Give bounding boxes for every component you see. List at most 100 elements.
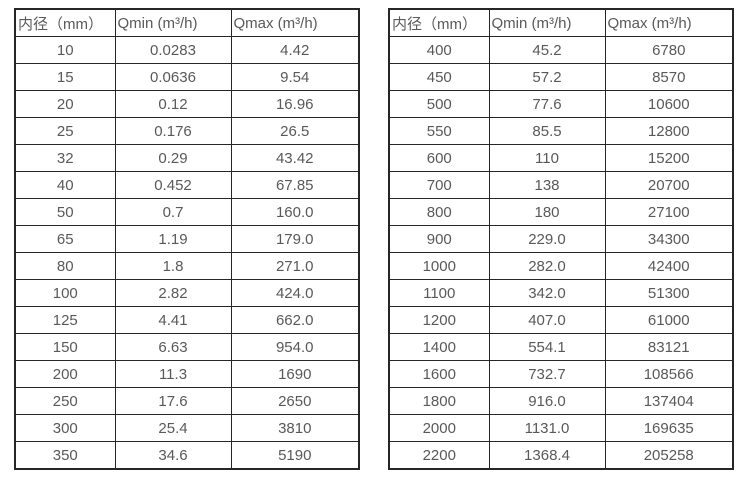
cell-diameter: 1400 [388, 333, 490, 361]
cell-diameter: 1100 [388, 279, 490, 307]
cell-qmax: 3810 [230, 414, 360, 442]
cell-diameter: 1800 [388, 387, 490, 415]
cell-qmax: 15200 [604, 144, 734, 172]
cell-qmax: 424.0 [230, 279, 360, 307]
cell-diameter: 25 [14, 117, 116, 145]
cell-qmin: 554.1 [488, 333, 606, 361]
table-row: 800 180 27100 [388, 198, 734, 226]
header-row: 内径（mm） Qmin (m³/h) Qmax (m³/h) [14, 8, 360, 37]
table-row: 2000 1131.0 169635 [388, 414, 734, 442]
cell-diameter: 125 [14, 306, 116, 334]
table-row: 150 6.63 954.0 [14, 333, 360, 361]
cell-qmin: 11.3 [114, 360, 232, 388]
table-row: 15 0.0636 9.54 [14, 63, 360, 91]
table-row: 80 1.8 271.0 [14, 252, 360, 280]
table-body: 400 45.2 6780 450 57.2 8570 500 77.6 10600 550 85.… [388, 36, 734, 470]
cell-qmax: 83121 [604, 333, 734, 361]
cell-qmax: 179.0 [230, 225, 360, 253]
cell-diameter: 200 [14, 360, 116, 388]
cell-qmin: 1368.4 [488, 441, 606, 470]
table-row: 1100 342.0 51300 [388, 279, 734, 307]
cell-qmin: 2.82 [114, 279, 232, 307]
cell-qmin: 180 [488, 198, 606, 226]
cell-qmax: 26.5 [230, 117, 360, 145]
cell-diameter: 40 [14, 171, 116, 199]
cell-diameter: 900 [388, 225, 490, 253]
header-row: 内径（mm） Qmin (m³/h) Qmax (m³/h) [388, 8, 734, 37]
table-header: 内径（mm） Qmin (m³/h) Qmax (m³/h) [388, 8, 734, 37]
cell-qmin: 0.7 [114, 198, 232, 226]
cell-qmin: 282.0 [488, 252, 606, 280]
table-row: 700 138 20700 [388, 171, 734, 199]
cell-qmax: 43.42 [230, 144, 360, 172]
cell-qmax: 61000 [604, 306, 734, 334]
cell-qmin: 342.0 [488, 279, 606, 307]
table-row: 1400 554.1 83121 [388, 333, 734, 361]
cell-diameter: 2000 [388, 414, 490, 442]
cell-diameter: 450 [388, 63, 490, 91]
cell-diameter: 2200 [388, 441, 490, 470]
cell-diameter: 10 [14, 36, 116, 64]
cell-qmax: 12800 [604, 117, 734, 145]
cell-qmax: 160.0 [230, 198, 360, 226]
header-qmin: Qmin (m³/h) [488, 8, 606, 37]
cell-qmin: 1131.0 [488, 414, 606, 442]
cell-qmin: 407.0 [488, 306, 606, 334]
cell-diameter: 80 [14, 252, 116, 280]
table-row: 500 77.6 10600 [388, 90, 734, 118]
cell-qmax: 2650 [230, 387, 360, 415]
cell-diameter: 15 [14, 63, 116, 91]
cell-qmax: 8570 [604, 63, 734, 91]
cell-qmax: 137404 [604, 387, 734, 415]
table-row: 1600 732.7 108566 [388, 360, 734, 388]
header-qmax: Qmax (m³/h) [230, 8, 360, 37]
cell-qmax: 6780 [604, 36, 734, 64]
cell-qmin: 110 [488, 144, 606, 172]
cell-diameter: 1200 [388, 306, 490, 334]
table-row: 1200 407.0 61000 [388, 306, 734, 334]
cell-qmax: 51300 [604, 279, 734, 307]
cell-qmax: 9.54 [230, 63, 360, 91]
cell-qmin: 77.6 [488, 90, 606, 118]
cell-qmax: 108566 [604, 360, 734, 388]
cell-diameter: 65 [14, 225, 116, 253]
flow-table-left: 内径（mm） Qmin (m³/h) Qmax (m³/h) 10 0.0283 4… [14, 8, 360, 470]
table-row: 20 0.12 16.96 [14, 90, 360, 118]
table-row: 40 0.452 67.85 [14, 171, 360, 199]
table-row: 900 229.0 34300 [388, 225, 734, 253]
cell-qmin: 57.2 [488, 63, 606, 91]
cell-diameter: 500 [388, 90, 490, 118]
cell-qmin: 916.0 [488, 387, 606, 415]
header-diameter: 内径（mm） [14, 8, 116, 37]
cell-qmin: 17.6 [114, 387, 232, 415]
table-row: 550 85.5 12800 [388, 117, 734, 145]
table-row: 350 34.6 5190 [14, 441, 360, 470]
cell-qmin: 0.29 [114, 144, 232, 172]
cell-diameter: 600 [388, 144, 490, 172]
cell-qmin: 229.0 [488, 225, 606, 253]
cell-diameter: 100 [14, 279, 116, 307]
table-row: 1800 916.0 137404 [388, 387, 734, 415]
cell-diameter: 20 [14, 90, 116, 118]
cell-qmax: 16.96 [230, 90, 360, 118]
cell-diameter: 250 [14, 387, 116, 415]
cell-qmin: 1.8 [114, 252, 232, 280]
table-row: 1000 282.0 42400 [388, 252, 734, 280]
table-row: 100 2.82 424.0 [14, 279, 360, 307]
cell-qmin: 34.6 [114, 441, 232, 470]
cell-qmax: 10600 [604, 90, 734, 118]
cell-diameter: 150 [14, 333, 116, 361]
cell-diameter: 700 [388, 171, 490, 199]
cell-diameter: 350 [14, 441, 116, 470]
cell-diameter: 1000 [388, 252, 490, 280]
table-row: 10 0.0283 4.42 [14, 36, 360, 64]
table-row: 200 11.3 1690 [14, 360, 360, 388]
cell-qmax: 20700 [604, 171, 734, 199]
cell-qmin: 0.176 [114, 117, 232, 145]
cell-qmin: 0.12 [114, 90, 232, 118]
cell-qmin: 25.4 [114, 414, 232, 442]
cell-qmax: 954.0 [230, 333, 360, 361]
cell-diameter: 300 [14, 414, 116, 442]
cell-qmax: 205258 [604, 441, 734, 470]
cell-qmax: 42400 [604, 252, 734, 280]
